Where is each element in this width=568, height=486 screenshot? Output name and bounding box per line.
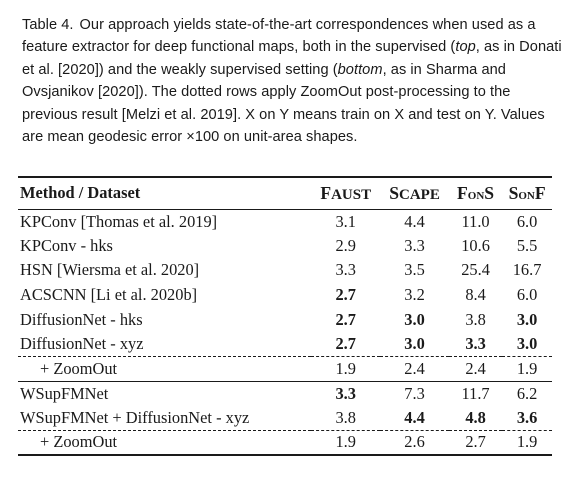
header-faust: FAUST	[311, 177, 380, 209]
caption-text-3: , as in Sharma and Ovsjanikov [2020]). T…	[22, 61, 545, 146]
table-row: WSupFMNet 3.3 7.3 11.7 6.2	[18, 380, 552, 406]
cell-f-on-s: 10.6	[461, 235, 490, 255]
cell-faust: 1.9	[311, 429, 381, 456]
table-row-zoomout: + ZoomOut 1.9 2.4 2.4 1.9	[18, 356, 552, 382]
cell-f-on-s: 11.0	[461, 211, 490, 231]
cell-s-on-f: 16.7	[512, 260, 542, 280]
cell-faust: 1.9	[311, 356, 381, 382]
cell-faust: 2.7	[335, 309, 356, 329]
cell-scape: 2.4	[380, 356, 449, 382]
cell-faust: 2.7	[335, 285, 356, 305]
caption-label: Table 4.	[22, 17, 74, 33]
cell-f-on-s: 3.8	[465, 309, 486, 329]
row-method: WSupFMNet	[18, 380, 312, 406]
cell-s-on-f: 3.0	[516, 334, 538, 354]
cell-f-on-s: 8.4	[465, 285, 486, 305]
cell-scape: 3.5	[404, 260, 425, 280]
table-row: DiffusionNet - xyz 2.7 3.0 3.3 3.0	[18, 332, 552, 357]
cell-s-on-f: 6.2	[502, 380, 552, 406]
cell-s-on-f: 5.5	[516, 235, 538, 255]
header-faust-rest: AUST	[331, 186, 372, 203]
table-header-row: Method / Dataset FAUST SCAPE FonS SonF	[18, 177, 552, 209]
row-method: DiffusionNet - xyz	[20, 334, 144, 354]
row-method: WSupFMNet + DiffusionNet - xyz	[20, 407, 250, 427]
row-method: + ZoomOut	[18, 429, 312, 456]
cell-scape: 2.6	[380, 429, 449, 456]
table-row: KPConv [Thomas et al. 2019] 3.1 4.4 11.0…	[18, 209, 552, 234]
cell-scape: 7.3	[380, 380, 449, 406]
cell-faust: 2.7	[335, 334, 356, 354]
header-scape: SCAPE	[380, 177, 449, 209]
table-row: DiffusionNet - hks 2.7 3.0 3.8 3.0	[18, 307, 552, 332]
cell-scape: 4.4	[404, 211, 425, 231]
table-row: KPConv - hks 2.9 3.3 10.6 5.5	[18, 234, 552, 259]
row-method: KPConv - hks	[20, 235, 113, 255]
row-method: DiffusionNet - hks	[20, 309, 143, 329]
header-scape-rest: CAPE	[399, 186, 440, 203]
cell-s-on-f: 1.9	[502, 429, 552, 456]
cell-scape: 4.4	[404, 407, 425, 427]
header-method-dataset: Method / Dataset	[20, 183, 141, 203]
cell-scape: 3.0	[404, 334, 425, 354]
table-row: WSupFMNet + DiffusionNet - xyz 3.8 4.4 4…	[18, 406, 552, 431]
cell-f-on-s: 3.3	[465, 334, 486, 354]
header-f-on-s-on: on	[467, 186, 485, 203]
cell-faust: 3.1	[335, 211, 356, 231]
cell-s-on-f: 6.0	[516, 285, 538, 305]
cell-faust: 3.3	[311, 380, 381, 406]
cell-f-on-s: 2.4	[448, 356, 503, 382]
cell-scape: 3.0	[404, 309, 425, 329]
caption-text-1: Our approach yields state-of-the-art cor…	[22, 17, 536, 56]
header-s-on-f-first: S	[508, 182, 519, 203]
header-f-on-s: FonS	[449, 177, 502, 209]
cell-faust: 3.3	[335, 260, 356, 280]
caption-text-2: , as in Donati et al. [2020]) and the we…	[22, 39, 562, 78]
cell-s-on-f: 6.0	[516, 211, 538, 231]
header-f-on-s-first: F	[457, 182, 468, 203]
header-faust-initial: F	[320, 182, 332, 203]
table-row: HSN [Wiersma et al. 2020] 3.3 3.5 25.4 1…	[18, 258, 552, 283]
results-table: Method / Dataset FAUST SCAPE FonS SonF K…	[18, 176, 552, 456]
header-scape-initial: S	[389, 182, 400, 203]
row-method: KPConv [Thomas et al. 2019]	[20, 211, 218, 231]
header-s-on-f-last: F	[534, 182, 546, 203]
cell-f-on-s: 25.4	[461, 260, 490, 280]
cell-scape: 3.2	[404, 285, 425, 305]
table-caption: Table 4. Our approach yields state-of-the…	[22, 14, 562, 148]
caption-italic-bottom: bottom	[337, 61, 383, 78]
cell-f-on-s: 4.8	[465, 407, 486, 427]
table-row: ACSCNN [Li et al. 2020b] 2.7 3.2 8.4 6.0	[18, 283, 552, 308]
cell-s-on-f: 3.6	[516, 407, 538, 427]
cell-s-on-f: 1.9	[502, 356, 552, 382]
header-s-on-f-on: on	[518, 186, 535, 203]
header-f-on-s-last: S	[484, 182, 495, 203]
row-method: ACSCNN [Li et al. 2020b]	[20, 285, 198, 305]
row-method: HSN [Wiersma et al. 2020]	[20, 260, 200, 280]
cell-faust: 3.8	[335, 407, 356, 427]
cell-f-on-s: 11.7	[448, 380, 503, 406]
caption-italic-top: top	[455, 39, 476, 56]
cell-faust: 2.9	[335, 235, 356, 255]
row-method: + ZoomOut	[18, 356, 312, 382]
table-row-zoomout: + ZoomOut 1.9 2.6 2.7 1.9	[18, 429, 552, 456]
cell-scape: 3.3	[404, 235, 425, 255]
header-s-on-f: SonF	[502, 177, 552, 209]
cell-s-on-f: 3.0	[516, 309, 538, 329]
cell-f-on-s: 2.7	[448, 429, 503, 456]
